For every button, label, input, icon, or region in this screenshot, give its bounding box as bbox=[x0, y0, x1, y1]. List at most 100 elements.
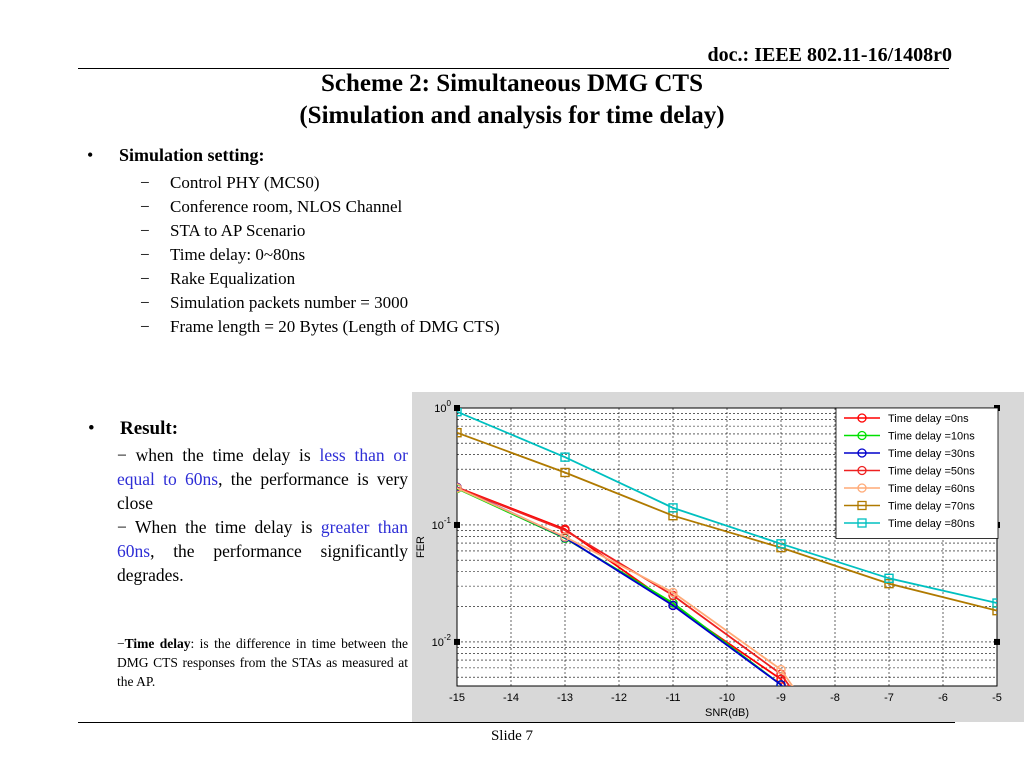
setting-item: − Rake Equalization bbox=[140, 267, 500, 291]
definition-term: Time delay bbox=[124, 636, 191, 651]
x-tick-label: -5 bbox=[992, 692, 1002, 704]
data-point bbox=[884, 573, 894, 583]
data-point bbox=[804, 704, 812, 712]
legend-marker bbox=[857, 413, 867, 423]
dash-icon: − bbox=[140, 317, 150, 336]
time-delay-definition: −Time delay: is the difference in time b… bbox=[117, 634, 408, 691]
bullet-icon: • bbox=[88, 418, 95, 439]
setting-item: − STA to AP Scenario bbox=[140, 219, 500, 243]
data-point bbox=[560, 452, 570, 462]
legend-label: Time delay =0ns bbox=[888, 413, 969, 425]
result-paragraph-2: − When the time delay is greater than 60… bbox=[117, 517, 409, 585]
result-paragraph-1: − when the time delay is less than or eq… bbox=[117, 445, 409, 513]
series-6 bbox=[457, 408, 997, 608]
dash-icon: − bbox=[140, 245, 150, 264]
doc-reference: doc.: IEEE 802.11-16/1408r0 bbox=[707, 44, 952, 66]
fer-chart-panel: -15 -14 -13 -12 -11 -10 -9 -8 -7 -6 -5 100 10-1 10-2 … bbox=[412, 392, 1024, 722]
legend-marker bbox=[857, 465, 867, 476]
series-4 bbox=[457, 483, 812, 712]
legend-marker bbox=[857, 430, 867, 441]
legend-box bbox=[835, 407, 999, 539]
data-point bbox=[804, 708, 812, 716]
data-point bbox=[457, 408, 462, 417]
series-line bbox=[457, 487, 794, 686]
dash-icon: − bbox=[140, 269, 150, 288]
result-description: − when the time delay is less than or eq… bbox=[117, 443, 408, 587]
x-tick-label: -9 bbox=[776, 692, 786, 704]
definition-text: : is the difference in time between the … bbox=[117, 636, 408, 689]
x-tick-label: -11 bbox=[665, 692, 680, 704]
data-point bbox=[560, 532, 570, 542]
data-point bbox=[776, 539, 786, 549]
slide-title-line-1: Scheme 2: Simultaneous DMG CTS bbox=[321, 70, 703, 97]
setting-item: − Control PHY (MCS0) bbox=[140, 171, 500, 195]
data-point bbox=[457, 483, 462, 493]
data-point bbox=[668, 600, 678, 611]
dash-icon: − bbox=[117, 636, 125, 651]
legend-marker bbox=[857, 518, 867, 528]
legend-label: Time delay =30ns bbox=[888, 448, 975, 460]
x-tick-label: -6 bbox=[938, 692, 948, 704]
footer-rule bbox=[78, 722, 955, 723]
data-point bbox=[776, 664, 786, 675]
x-tick-label: -10 bbox=[719, 692, 735, 704]
setting-item: − Simulation packets number = 3000 bbox=[140, 291, 500, 315]
data-point bbox=[560, 525, 570, 536]
y-axis-marker bbox=[454, 405, 460, 411]
legend-marker bbox=[857, 483, 867, 493]
x-axis-label: SNR(dB) bbox=[705, 707, 749, 719]
dash-icon: − bbox=[117, 517, 127, 537]
series-line bbox=[457, 431, 997, 612]
series-layer bbox=[457, 408, 997, 722]
x-tick-label: -13 bbox=[557, 692, 573, 704]
y-tick-label: 10-2 bbox=[432, 633, 452, 649]
bullet-icon: • bbox=[87, 145, 94, 165]
y-axis-marker bbox=[994, 638, 1000, 645]
x-tick-label: -8 bbox=[830, 692, 840, 704]
dash-icon: − bbox=[140, 173, 150, 192]
slide-title: Scheme 2: Simultaneous DMG CTS (Simulati… bbox=[0, 68, 1024, 132]
dash-icon: − bbox=[140, 221, 150, 240]
dash-icon: − bbox=[117, 445, 127, 465]
setting-item: − Frame length = 20 Bytes (Length of DMG … bbox=[140, 315, 500, 339]
setting-item: − Time delay: 0~80ns bbox=[140, 243, 500, 267]
data-point bbox=[804, 715, 812, 722]
legend-label: Time delay =80ns bbox=[888, 518, 975, 530]
result-label: Result: bbox=[120, 418, 179, 439]
data-point bbox=[668, 503, 678, 513]
y-axis-marker bbox=[454, 638, 460, 645]
dash-icon: − bbox=[140, 293, 150, 312]
dash-icon: − bbox=[140, 197, 150, 216]
header-rule bbox=[78, 68, 949, 69]
simulation-setting-label: Simulation setting: bbox=[119, 145, 265, 165]
chart-legend: Time delay =0ns Time delay =10ns Time dela… bbox=[835, 407, 999, 539]
simulation-setting-heading: • Simulation setting: bbox=[87, 145, 265, 166]
y-tick-label: 100 bbox=[434, 399, 451, 415]
data-point bbox=[992, 605, 997, 616]
highlight-greater-than: greater than 60ns bbox=[117, 517, 409, 561]
legend-label: Time delay =50ns bbox=[888, 466, 975, 478]
setting-item: − Conference room, NLOS Channel bbox=[140, 195, 500, 219]
x-tick-label: -15 bbox=[449, 692, 465, 704]
legend-label: Time delay =60ns bbox=[888, 483, 975, 495]
result-heading: • Result: bbox=[88, 418, 179, 440]
legend-marker bbox=[857, 500, 867, 511]
data-point bbox=[992, 598, 997, 608]
x-tick-label: -12 bbox=[611, 692, 627, 704]
x-tick-label: -14 bbox=[503, 692, 519, 704]
y-tick-label: 10-1 bbox=[432, 516, 452, 532]
data-point bbox=[560, 467, 570, 478]
data-point bbox=[884, 578, 894, 589]
legend-marker bbox=[857, 448, 867, 458]
slide-number: Slide 7 bbox=[490, 728, 534, 744]
data-point bbox=[457, 427, 462, 438]
series-line bbox=[457, 410, 997, 604]
x-tick-label: -7 bbox=[884, 692, 894, 704]
legend-label: Time delay =10ns bbox=[888, 431, 975, 443]
simulation-setting-list: − Control PHY (MCS0) − Conference room, NL… bbox=[140, 171, 500, 339]
series-line bbox=[457, 486, 791, 686]
data-point bbox=[668, 587, 678, 598]
y-axis-marker bbox=[454, 521, 460, 528]
highlight-less-than: less than or equal to 60ns bbox=[117, 445, 408, 489]
legend-label: Time delay =70ns bbox=[888, 501, 975, 513]
